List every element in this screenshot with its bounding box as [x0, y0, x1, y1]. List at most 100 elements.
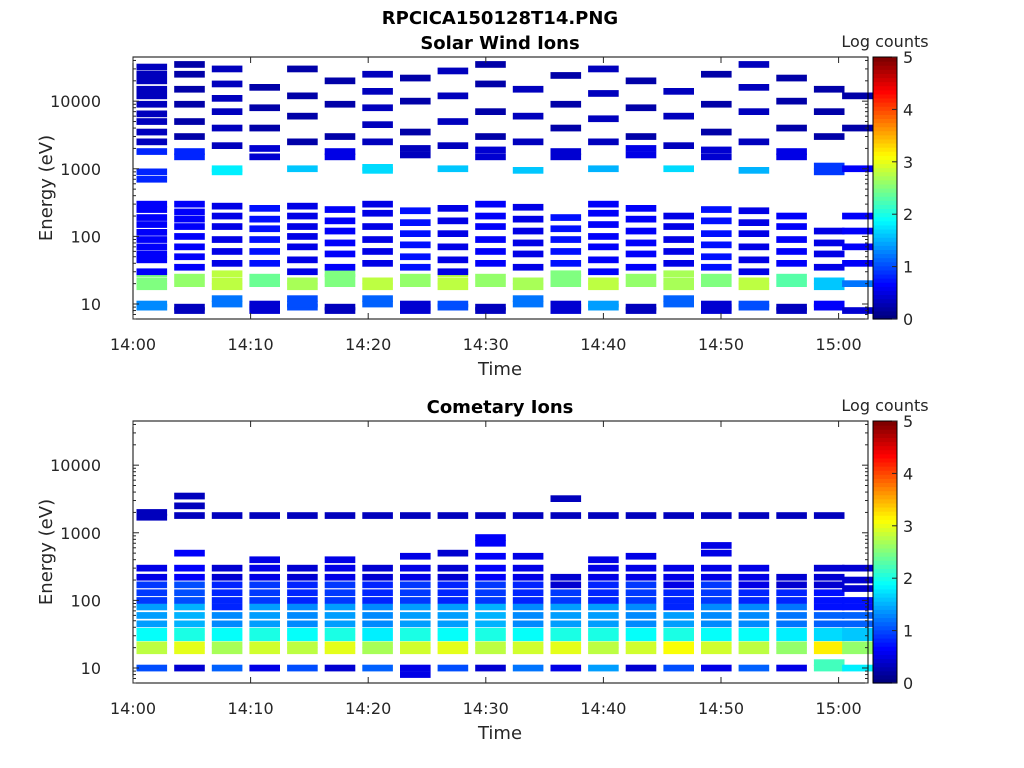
colorbar-segment: [873, 81, 897, 87]
heatmap-cell: [813, 620, 845, 628]
heatmap-cell: [512, 112, 544, 120]
heatmap-cell: [362, 564, 393, 572]
heatmap-cell: [211, 589, 243, 597]
heatmap-cell: [437, 277, 469, 285]
heatmap-cell: [625, 581, 657, 589]
y-tick-label: 10: [81, 295, 101, 314]
heatmap-cell: [512, 664, 544, 672]
colorbar-segment: [873, 437, 897, 443]
heatmap-cell: [324, 512, 356, 519]
heatmap-cell: [174, 263, 205, 271]
heatmap-cell: [174, 664, 205, 672]
heatmap-cell: [776, 260, 807, 267]
heatmap-cell: [174, 641, 205, 649]
heatmap-cell: [550, 280, 582, 287]
colorbar-segment: [873, 605, 897, 610]
heatmap-cell: [437, 92, 469, 100]
heatmap-cell: [287, 620, 318, 628]
heatmap-cell: [287, 283, 318, 291]
heatmap-cell: [701, 564, 732, 572]
heatmap-cell: [437, 634, 469, 642]
colorbar-segment: [873, 253, 897, 259]
heatmap-cell: [842, 576, 873, 584]
heatmap-cell: [437, 549, 469, 557]
heatmap-cell: [400, 97, 431, 105]
heatmap-cell: [136, 603, 168, 611]
heatmap-cell: [249, 273, 280, 281]
heatmap-cell: [174, 627, 205, 635]
heatmap-cell: [437, 581, 469, 589]
heatmap-cell: [842, 564, 873, 572]
heatmap-cell: [287, 202, 318, 210]
colorbar-segment: [873, 646, 897, 651]
heatmap-cell: [362, 283, 393, 291]
x-tick-label: 14:20: [345, 335, 391, 354]
heatmap-cell: [588, 90, 619, 97]
heatmap-cell: [776, 627, 807, 635]
heatmap-cell: [174, 233, 205, 240]
heatmap-cell: [813, 612, 845, 619]
heatmap-cell: [701, 230, 732, 237]
heatmap-cell: [663, 664, 694, 672]
heatmap-cell: [663, 236, 694, 243]
heatmap-cell: [324, 612, 356, 619]
heatmap-cell: [776, 603, 807, 611]
heatmap-cell: [437, 205, 469, 212]
heatmap-cell: [738, 581, 770, 589]
heatmap-cell: [663, 300, 694, 308]
heatmap-cell: [437, 664, 469, 672]
heatmap-cell: [738, 283, 770, 291]
heatmap-cell: [776, 148, 807, 155]
heatmap-cell: [475, 573, 506, 581]
heatmap-cell: [701, 253, 732, 261]
heatmap-cell: [776, 634, 807, 642]
heatmap-cell: [663, 620, 694, 628]
heatmap-cell: [475, 552, 506, 560]
x-tick-label: 14:30: [463, 335, 509, 354]
heatmap-cell: [249, 205, 280, 212]
colorbar-segment: [873, 494, 897, 500]
heatmap-cell: [437, 627, 469, 635]
heatmap-cell: [588, 233, 619, 240]
heatmap-cell: [287, 256, 318, 264]
y-tick-label: 100: [70, 227, 101, 246]
heatmap-cell: [211, 223, 243, 230]
heatmap-cell: [550, 100, 582, 108]
x-tick-label: 14:50: [698, 699, 744, 718]
heatmap-cell: [400, 603, 431, 611]
heatmap-cell: [625, 307, 657, 314]
colorbar-segment: [873, 261, 897, 267]
heatmap-cell: [588, 221, 619, 228]
heatmap-cell: [512, 215, 544, 223]
colorbar-frame: [872, 420, 898, 684]
heatmap-cell: [813, 603, 845, 611]
heatmap-cell: [400, 300, 431, 308]
colorbar-segment: [873, 486, 897, 492]
heatmap-cell: [324, 270, 356, 278]
heatmap-cell: [701, 206, 732, 213]
heatmap-cell: [625, 647, 657, 655]
colorbar-tick-label: 5: [903, 412, 913, 431]
heatmap-cell: [211, 300, 243, 308]
colorbar-segment: [873, 179, 897, 185]
heatmap-cell: [625, 239, 657, 247]
heatmap-cell: [701, 589, 732, 597]
x-tick-label: 14:10: [228, 699, 274, 718]
colorbar-segment: [873, 73, 897, 79]
colorbar-segment: [873, 674, 897, 680]
heatmap-cell: [249, 124, 280, 132]
heatmap-cell: [287, 112, 318, 120]
colorbar-segment: [873, 633, 897, 639]
heatmap-cell: [550, 573, 582, 581]
spectrogram-cometary: [136, 492, 873, 678]
heatmap-cell: [136, 148, 168, 155]
heatmap-cell: [400, 273, 431, 281]
heatmap-cell: [813, 300, 845, 308]
heatmap-cell: [663, 581, 694, 589]
heatmap-cell: [362, 627, 393, 635]
heatmap-cell: [287, 647, 318, 655]
colorbar-segment: [873, 466, 897, 471]
heatmap-cell: [287, 612, 318, 619]
colorbar-tick-label: 3: [903, 153, 913, 172]
heatmap-cell: [813, 641, 845, 649]
